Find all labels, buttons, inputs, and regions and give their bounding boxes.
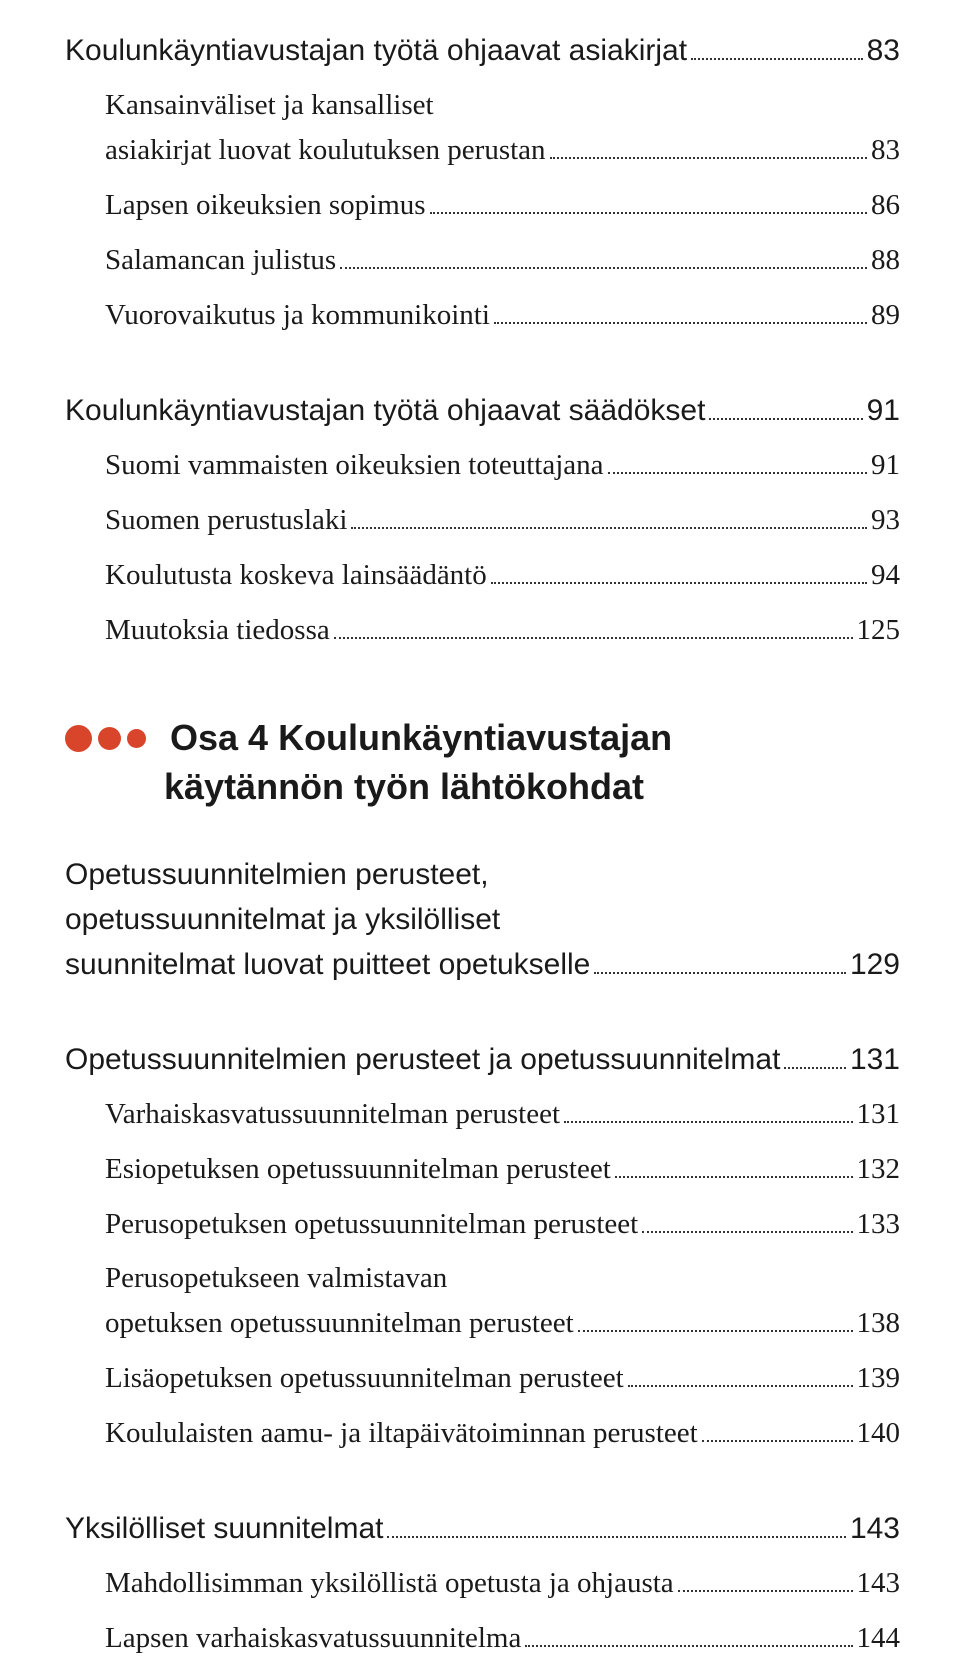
toc-leader — [334, 637, 853, 639]
toc-page: 91 — [871, 443, 900, 488]
toc-page: 91 — [867, 388, 900, 433]
toc-entry: Muutoksia tiedossa 125 — [65, 608, 900, 653]
toc-leader — [351, 527, 867, 529]
toc-page: 144 — [857, 1616, 901, 1661]
toc-text: Lisäopetuksen opetussuunnitelman peruste… — [105, 1356, 624, 1401]
dots-decoration — [65, 725, 152, 752]
toc-leader — [642, 1231, 852, 1233]
toc-text: Suomen perustuslaki — [105, 498, 347, 543]
toc-text: Koulunkäyntiavustajan työtä ohjaavat asi… — [65, 28, 687, 73]
toc-entry: Perusopetuksen opetussuunnitelman perust… — [65, 1202, 900, 1247]
toc-page: 133 — [857, 1202, 901, 1247]
toc-text: Vuorovaikutus ja kommunikointi — [105, 293, 490, 338]
toc-entry: asiakirjat luovat koulutuksen perustan 8… — [65, 128, 900, 173]
toc-leader — [387, 1536, 845, 1538]
toc-entry: Lapsen oikeuksien sopimus 86 — [65, 183, 900, 228]
toc-entry: Mahdollisimman yksilöllistä opetusta ja … — [65, 1561, 900, 1606]
toc-text-continuation: opetussuunnitelmat ja yksilölliset — [65, 897, 900, 942]
toc-leader — [494, 322, 867, 324]
toc-page: 132 — [857, 1147, 901, 1192]
toc-page: 83 — [871, 128, 900, 173]
toc-entry: Esiopetuksen opetussuunnitelman perustee… — [65, 1147, 900, 1192]
toc-leader — [709, 418, 862, 420]
toc-entry: Vuorovaikutus ja kommunikointi 89 — [65, 293, 900, 338]
toc-text: opetuksen opetussuunnitelman perusteet — [105, 1301, 574, 1346]
toc-leader — [430, 212, 867, 214]
toc-entry: Koulunkäyntiavustajan työtä ohjaavat asi… — [65, 28, 900, 73]
toc-text: asiakirjat luovat koulutuksen perustan — [105, 128, 546, 173]
toc-text: Opetussuunnitelmien perusteet ja opetuss… — [65, 1037, 780, 1082]
toc-leader — [628, 1385, 853, 1387]
toc-page: 88 — [871, 238, 900, 283]
toc-page: 94 — [871, 553, 900, 598]
section-heading-text: käytännön työn lähtökohdat — [65, 763, 900, 812]
toc-page: 140 — [857, 1411, 901, 1456]
toc-leader — [784, 1067, 845, 1069]
toc-entry: opetuksen opetussuunnitelman perusteet 1… — [65, 1301, 900, 1346]
toc-leader — [691, 58, 863, 60]
toc-page: 143 — [850, 1506, 900, 1551]
toc-text: Perusopetuksen opetussuunnitelman perust… — [105, 1202, 638, 1247]
toc-entry: Lapsen varhaiskasvatussuunnitelma 144 — [65, 1616, 900, 1661]
toc-text: Muutoksia tiedossa — [105, 608, 330, 653]
toc-text: Varhaiskasvatussuunnitelman perusteet — [105, 1092, 560, 1137]
toc-text-continuation: Opetussuunnitelmien perusteet, — [65, 852, 900, 897]
toc-leader — [525, 1645, 852, 1647]
toc-text: Esiopetuksen opetussuunnitelman perustee… — [105, 1147, 611, 1192]
toc-text-continuation: Perusopetukseen valmistavan — [65, 1256, 900, 1301]
toc-page: 131 — [857, 1092, 901, 1137]
toc-text: Lapsen varhaiskasvatussuunnitelma — [105, 1616, 521, 1661]
toc-text: Koulunkäyntiavustajan työtä ohjaavat sää… — [65, 388, 705, 433]
toc-text: Koulutusta koskeva lainsäädäntö — [105, 553, 487, 598]
section-heading: Osa 4 Koulunkäyntiavustajan — [65, 714, 900, 763]
toc-leader — [678, 1590, 853, 1592]
toc-page: 129 — [850, 942, 900, 987]
toc-entry: Suomi vammaisten oikeuksien toteuttajana… — [65, 443, 900, 488]
section-heading-text: Osa 4 Koulunkäyntiavustajan — [170, 714, 672, 763]
toc-entry: Koulunkäyntiavustajan työtä ohjaavat sää… — [65, 388, 900, 433]
toc-text-continuation: Kansainväliset ja kansalliset — [65, 83, 900, 128]
toc-page: 93 — [871, 498, 900, 543]
toc-page: 89 — [871, 293, 900, 338]
toc-page: 83 — [867, 28, 900, 73]
toc-entry: Koulutusta koskeva lainsäädäntö 94 — [65, 553, 900, 598]
toc-entry: suunnitelmat luovat puitteet opetukselle… — [65, 942, 900, 987]
toc-text: Suomi vammaisten oikeuksien toteuttajana — [105, 443, 604, 488]
toc-text: Mahdollisimman yksilöllistä opetusta ja … — [105, 1561, 674, 1606]
toc-text: Koululaisten aamu- ja iltapäivätoiminnan… — [105, 1411, 698, 1456]
dot-icon — [98, 727, 121, 750]
toc-leader — [564, 1121, 852, 1123]
toc-text: Lapsen oikeuksien sopimus — [105, 183, 426, 228]
toc-text: suunnitelmat luovat puitteet opetukselle — [65, 942, 590, 987]
dot-icon — [65, 725, 92, 752]
toc-page: 139 — [857, 1356, 901, 1401]
toc-page: 143 — [857, 1561, 901, 1606]
toc-page: 125 — [857, 608, 901, 653]
toc-leader — [702, 1440, 853, 1442]
toc-leader — [608, 472, 867, 474]
toc-entry: Varhaiskasvatussuunnitelman perusteet 13… — [65, 1092, 900, 1137]
toc-entry: Yksilölliset suunnitelmat 143 — [65, 1506, 900, 1551]
toc-leader — [615, 1176, 853, 1178]
toc-text: Yksilölliset suunnitelmat — [65, 1506, 383, 1551]
toc-text: Salamancan julistus — [105, 238, 336, 283]
toc-entry: Suomen perustuslaki 93 — [65, 498, 900, 543]
toc-entry: Koululaisten aamu- ja iltapäivätoiminnan… — [65, 1411, 900, 1456]
toc-leader — [550, 157, 867, 159]
toc-leader — [340, 267, 867, 269]
toc-leader — [578, 1330, 853, 1332]
toc-entry: Opetussuunnitelmien perusteet ja opetuss… — [65, 1037, 900, 1082]
toc-page: 131 — [850, 1037, 900, 1082]
toc-page: 138 — [857, 1301, 901, 1346]
toc-page: 86 — [871, 183, 900, 228]
toc-entry: Salamancan julistus 88 — [65, 238, 900, 283]
toc-leader — [491, 582, 867, 584]
toc-leader — [594, 972, 846, 974]
dot-icon — [127, 729, 146, 748]
toc-entry: Lisäopetuksen opetussuunnitelman peruste… — [65, 1356, 900, 1401]
